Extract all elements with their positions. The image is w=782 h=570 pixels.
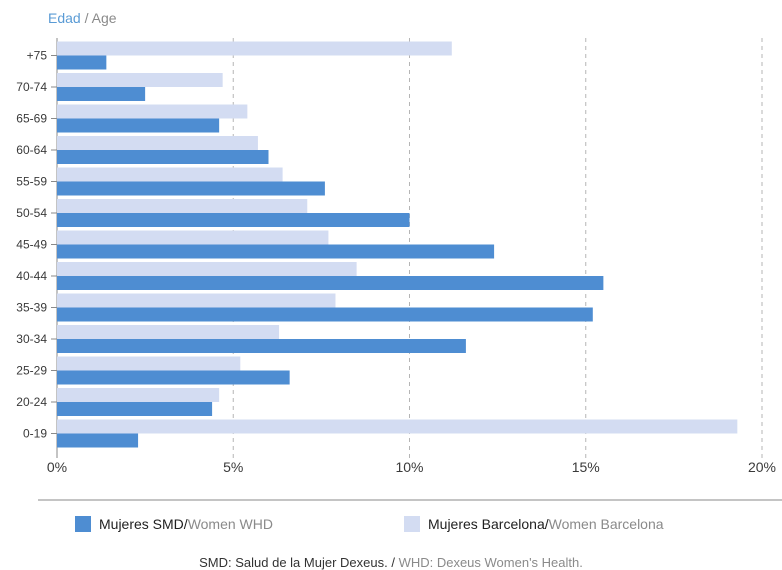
bar-barcelona-25-29 xyxy=(57,356,241,371)
y-tick-label-+75: +75 xyxy=(27,49,48,63)
legend-swatch-smd xyxy=(75,516,91,532)
y-tick-label-70-74: 70-74 xyxy=(16,80,47,94)
footnote-en: WHD: Dexeus Women's Health. xyxy=(398,555,583,570)
y-tick-label-25-29: 25-29 xyxy=(16,364,47,378)
x-tick-label-10: 10% xyxy=(395,459,423,475)
bar-smd-0-19 xyxy=(57,433,139,448)
bar-barcelona-40-44 xyxy=(57,262,357,276)
legend-sep-smd: / xyxy=(183,516,188,532)
bar-barcelona-60-64 xyxy=(57,136,258,150)
footnote-sep: / xyxy=(387,555,399,570)
bar-smd-60-64 xyxy=(57,150,269,164)
y-tick-label-50-54: 50-54 xyxy=(16,206,47,220)
bar-barcelona-55-59 xyxy=(57,167,283,182)
y-tick-label-65-69: 65-69 xyxy=(16,112,47,126)
x-tick-label-0: 0% xyxy=(47,459,67,475)
axis-title: Edad / Age xyxy=(48,10,117,26)
y-tick-label-20-24: 20-24 xyxy=(16,395,47,409)
y-tick-label-55-59: 55-59 xyxy=(16,175,47,189)
bar-barcelona-35-39 xyxy=(57,293,336,308)
bar-smd-50-54 xyxy=(57,213,410,227)
legend-label-barcelona-en: Women Barcelona xyxy=(548,516,664,532)
y-tick-label-60-64: 60-64 xyxy=(16,143,47,157)
legend-item-barcelona: Mujeres Barcelona / Women Barcelona xyxy=(404,516,664,532)
axis-title-es: Edad xyxy=(48,10,81,26)
bar-smd-30-34 xyxy=(57,339,466,353)
y-tick-label-45-49: 45-49 xyxy=(16,238,47,252)
legend-label-barcelona-es: Mujeres Barcelona xyxy=(428,516,545,532)
bar-smd-65-69 xyxy=(57,118,220,133)
legend-swatch-barcelona xyxy=(404,516,420,532)
bar-smd-25-29 xyxy=(57,370,290,385)
legend-label-smd-es: Mujeres SMD xyxy=(99,516,184,532)
bar-barcelona-65-69 xyxy=(57,104,248,119)
bar-barcelona-0-19 xyxy=(57,419,738,434)
x-tick-label-15: 15% xyxy=(572,459,600,475)
axis-title-en: Age xyxy=(91,10,117,26)
bar-smd-20-24 xyxy=(57,402,213,416)
y-tick-label-0-19: 0-19 xyxy=(23,427,47,441)
bar-barcelona-70-74 xyxy=(57,73,223,87)
bar-smd-35-39 xyxy=(57,307,593,322)
axis-title-sep: / xyxy=(80,10,92,26)
legend-item-smd: Mujeres SMD / Women WHD xyxy=(75,516,273,532)
legend-label-smd-en: Women WHD xyxy=(187,516,273,532)
x-tick-label-20: 20% xyxy=(748,459,776,475)
y-tick-label-30-34: 30-34 xyxy=(16,332,47,346)
bar-barcelona-20-24 xyxy=(57,388,220,402)
bar-barcelona-50-54 xyxy=(57,199,308,213)
bar-smd-+75 xyxy=(57,55,107,70)
legend-sep-barcelona: / xyxy=(544,516,549,532)
x-tick-label-5: 5% xyxy=(223,459,243,475)
bar-smd-70-74 xyxy=(57,87,146,101)
bar-barcelona-45-49 xyxy=(57,230,329,245)
footnote: SMD: Salud de la Mujer Dexeus. / WHD: De… xyxy=(0,555,782,570)
bar-smd-45-49 xyxy=(57,244,495,259)
bar-smd-40-44 xyxy=(57,276,604,290)
bar-smd-55-59 xyxy=(57,181,325,196)
y-tick-label-35-39: 35-39 xyxy=(16,301,47,315)
bar-barcelona-+75 xyxy=(57,41,452,56)
y-tick-label-40-44: 40-44 xyxy=(16,269,47,283)
footnote-es: SMD: Salud de la Mujer Dexeus. xyxy=(199,555,388,570)
bar-barcelona-30-34 xyxy=(57,325,280,339)
